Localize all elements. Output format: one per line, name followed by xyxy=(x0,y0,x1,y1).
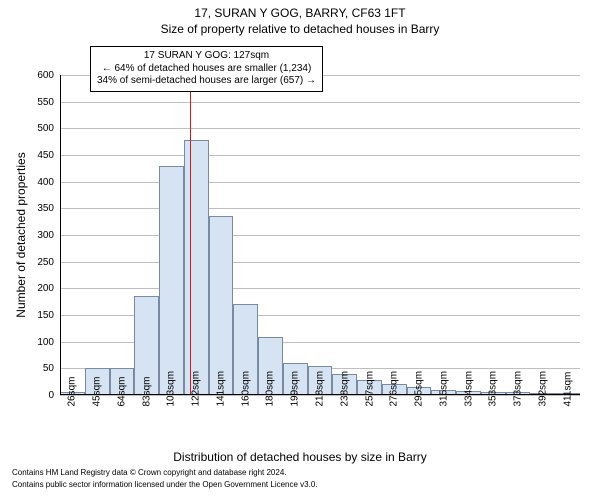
annotation-line-2: ← 64% of detached houses are smaller (1,… xyxy=(97,63,316,76)
histogram-bar xyxy=(209,216,234,395)
gridline xyxy=(60,288,580,289)
x-axis-label: Distribution of detached houses by size … xyxy=(173,450,426,464)
y-tick: 500 xyxy=(22,123,54,134)
y-tick: 450 xyxy=(22,150,54,161)
y-tick: 100 xyxy=(22,337,54,348)
footer-line-2: Contains public sector information licen… xyxy=(12,480,318,489)
gridline xyxy=(60,262,580,263)
annotation-box: 17 SURAN Y GOG: 127sqm ← 64% of detached… xyxy=(90,46,323,92)
y-tick: 50 xyxy=(22,363,54,374)
gridline xyxy=(60,155,580,156)
gridline xyxy=(60,182,580,183)
y-tick: 150 xyxy=(22,310,54,321)
footer-line-1: Contains HM Land Registry data © Crown c… xyxy=(12,468,287,477)
annotation-line-3: 34% of semi-detached houses are larger (… xyxy=(97,75,316,88)
gridline xyxy=(60,128,580,129)
y-axis-line xyxy=(60,75,61,395)
title-line-1: 17, SURAN Y GOG, BARRY, CF63 1FT xyxy=(194,6,405,20)
gridline xyxy=(60,235,580,236)
chart-plot-area xyxy=(60,75,580,395)
y-tick: 600 xyxy=(22,70,54,81)
y-tick: 400 xyxy=(22,177,54,188)
title-line-2: Size of property relative to detached ho… xyxy=(161,22,440,36)
y-tick: 350 xyxy=(22,203,54,214)
gridline xyxy=(60,208,580,209)
histogram-bar xyxy=(159,166,184,395)
property-marker-line xyxy=(190,75,191,395)
y-tick: 200 xyxy=(22,283,54,294)
y-tick: 250 xyxy=(22,257,54,268)
histogram-bar xyxy=(184,140,209,395)
gridline xyxy=(60,102,580,103)
y-tick: 550 xyxy=(22,97,54,108)
y-tick: 300 xyxy=(22,230,54,241)
chart-container: { "title1": "17, SURAN Y GOG, BARRY, CF6… xyxy=(0,0,600,500)
y-tick: 0 xyxy=(22,390,54,401)
annotation-line-1: 17 SURAN Y GOG: 127sqm xyxy=(97,50,316,63)
